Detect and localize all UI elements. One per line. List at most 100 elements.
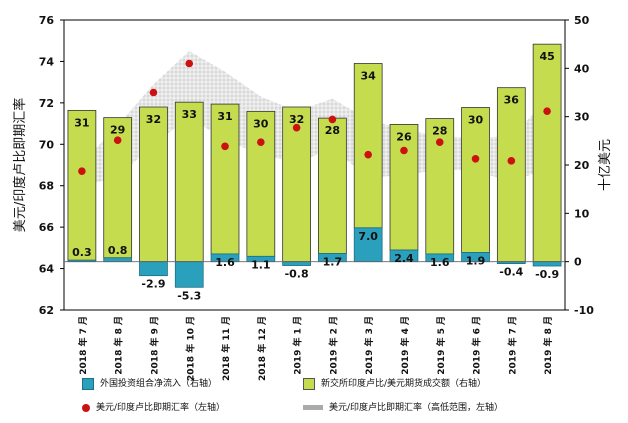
flow-bar: [103, 257, 133, 263]
x-tick-label: 2019 年 2 月: [327, 316, 339, 375]
volume-bar: [67, 109, 97, 261]
y-right-tick-label: 40: [574, 62, 590, 75]
x-tick-label: 2019 年 8 月: [542, 316, 554, 375]
flow-bar: [353, 227, 383, 263]
spot-point: [185, 59, 194, 68]
y-right-tick-label: 10: [574, 207, 590, 220]
legend-range: 美元/印度卢比即期汇率（高低范围，左轴）: [303, 400, 503, 413]
volume-label: 31: [217, 110, 232, 123]
x-tick-label: 2018 年 7 月: [77, 316, 89, 375]
flow-label: -2.9: [141, 278, 165, 291]
volume-bar: [210, 103, 240, 255]
legend-spot: 美元/印度卢比即期汇率（左轴）: [82, 400, 225, 413]
y-left-tick-label: 70: [39, 138, 55, 151]
volume-label: 31: [74, 116, 89, 129]
spot-point: [113, 136, 122, 144]
spot-point: [543, 107, 551, 115]
flow-label: 1.1: [251, 258, 271, 271]
legend-spot-swatch: [82, 403, 90, 412]
y-right-tick-label: 50: [574, 14, 590, 27]
spot-point: [507, 157, 516, 165]
volume-bar: [318, 117, 347, 254]
y-left-tick-label: 76: [39, 14, 55, 27]
flow-label: -0.9: [535, 268, 559, 281]
flow-label: -0.8: [285, 268, 309, 281]
flow-label: 0.8: [108, 244, 128, 257]
legend-flow-swatch: [82, 377, 94, 390]
volume-label: 28: [325, 124, 340, 137]
y-left-title: 美元/印度卢比即期汇率: [12, 98, 28, 232]
volume-bar: [282, 106, 311, 263]
volume-label: 30: [253, 117, 269, 130]
spot-point: [149, 88, 158, 97]
y-right-tick-label: 20: [574, 159, 590, 172]
flow-label: -0.4: [499, 266, 523, 279]
x-tick-label: 2018 年 10 月: [184, 316, 196, 381]
y-left-tick-label: 66: [39, 221, 55, 234]
spot-point: [435, 138, 444, 147]
flow-label: 1.6: [215, 256, 235, 269]
legend-volume-label: 新交所印度卢比/美元期货成交额（右轴）: [321, 379, 487, 389]
x-tick-label: 2019 年 4 月: [399, 316, 411, 375]
flow-bar: [174, 261, 204, 288]
volume-label: 36: [504, 94, 520, 107]
flow-label: 0.3: [72, 246, 92, 259]
volume-bar: [461, 107, 490, 253]
y-left-tick-label: 72: [39, 97, 54, 110]
flow-label: 1.7: [323, 255, 343, 268]
volume-bar: [246, 110, 276, 257]
x-tick-label: 2019 年 5 月: [435, 316, 447, 375]
flow-label: 7.0: [358, 230, 378, 243]
volume-label: 45: [539, 50, 554, 63]
volume-label: 26: [396, 130, 412, 143]
spot-point: [257, 138, 265, 147]
y-left-tick-label: 68: [39, 180, 54, 193]
x-tick-label: 2018 年 11 月: [220, 316, 232, 381]
x-tick-label: 2019 年 7 月: [506, 316, 518, 375]
flow-label: 1.9: [466, 254, 486, 267]
legend-flow-label: 外国投资组合净流入（右轴）: [100, 379, 218, 389]
flow-label: 2.4: [394, 252, 414, 265]
spot-point: [471, 154, 480, 163]
spot-point: [328, 115, 337, 124]
legend-volume-swatch: [303, 377, 315, 390]
volume-label: 30: [468, 113, 484, 126]
legend-flow: 外国投资组合净流入（右轴）: [82, 376, 217, 390]
flow-label: -5.3: [177, 289, 201, 302]
x-tick-label: 2018 年 9 月: [148, 316, 160, 375]
spot-point: [292, 123, 301, 132]
spot-point: [78, 167, 86, 176]
y-right-tick-label: 0: [574, 256, 582, 269]
legend-range-label: 美元/印度卢比即期汇率（高低范围，左轴）: [329, 403, 504, 413]
volume-label: 29: [110, 124, 125, 137]
y-right-title: 十亿美元: [598, 139, 613, 191]
volume-label: 32: [289, 113, 304, 126]
x-tick-label: 2019 年 1 月: [292, 316, 304, 375]
spot-point: [364, 150, 372, 159]
y-left-tick-label: 64: [39, 263, 55, 276]
x-tick-label: 2019 年 6 月: [471, 316, 483, 375]
x-tick-label: 2018 年 12 月: [256, 316, 268, 381]
volume-label: 28: [432, 125, 447, 138]
y-right-tick-label: 30: [574, 111, 590, 124]
spot-point: [221, 142, 229, 151]
flow-bar: [139, 261, 168, 277]
legend-volume: 新交所印度卢比/美元期货成交额（右轴）: [303, 376, 486, 390]
volume-label: 34: [361, 70, 377, 83]
spot-point: [400, 146, 408, 155]
volume-bar: [174, 101, 204, 263]
y-left-tick-label: 62: [39, 304, 54, 317]
volume-bar: [496, 87, 526, 263]
legend-range-swatch: [303, 405, 323, 410]
flow-label: 1.6: [430, 256, 450, 269]
volume-bar: [532, 43, 562, 263]
flow-bar: [532, 261, 562, 267]
flow-bar: [282, 261, 311, 266]
x-tick-label: 2018 年 8 月: [113, 316, 125, 375]
y-left-tick-label: 74: [39, 55, 55, 68]
legend-spot-label: 美元/印度卢比即期汇率（左轴）: [96, 403, 226, 413]
volume-label: 33: [182, 108, 197, 121]
x-tick-label: 2019 年 3 月: [363, 316, 375, 375]
volume-bar: [139, 106, 168, 263]
volume-label: 32: [146, 113, 161, 126]
